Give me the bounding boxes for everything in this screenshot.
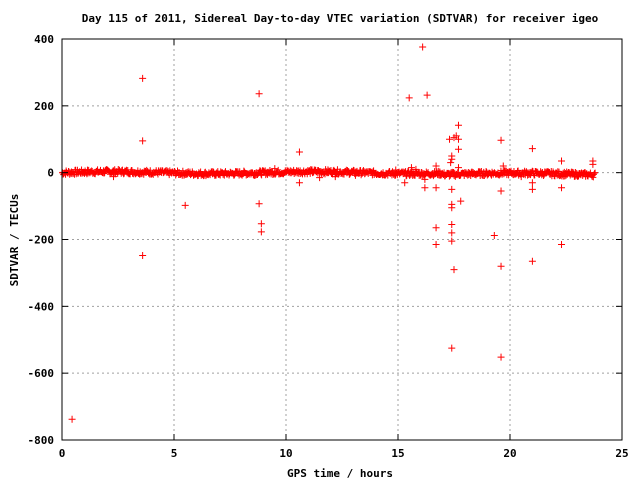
data-point-1	[139, 74, 147, 82]
y-tick-label-2: -400	[28, 300, 55, 313]
data-point-22	[447, 159, 455, 167]
band-point-476	[340, 171, 347, 178]
data-point-51	[558, 184, 566, 192]
grid-lines	[62, 39, 622, 440]
data-point-28	[448, 220, 456, 228]
data-point-62	[271, 165, 279, 173]
data-point-52	[558, 241, 566, 249]
data-point-31	[448, 344, 456, 352]
band-point-746	[500, 171, 507, 178]
data-point-38	[454, 164, 462, 172]
data-point-20	[432, 241, 440, 249]
y-tick-label-6: 400	[34, 33, 54, 46]
data-point-33	[450, 266, 458, 274]
data-band	[59, 166, 599, 181]
chart-title: Day 115 of 2011, Sidereal Day-to-day VTE…	[82, 12, 599, 25]
band-point-867	[572, 169, 579, 176]
data-point-48	[528, 185, 536, 193]
data-point-27	[448, 204, 456, 212]
data-point-64	[517, 173, 525, 181]
band-point-72	[101, 169, 108, 176]
x-tick-label-2: 10	[279, 447, 292, 460]
data-point-30	[448, 237, 456, 245]
band-point-458	[330, 167, 337, 174]
data-point-39	[457, 197, 465, 205]
data-point-47	[528, 179, 536, 187]
y-tick-label-3: -200	[28, 234, 55, 247]
data-point-44	[497, 262, 505, 270]
data-point-0	[68, 415, 76, 423]
data-point-4	[181, 201, 189, 209]
axis-ticks: 0 5 10 15 20 25 -800 -600 -400 -200 0 200 400	[28, 33, 629, 460]
data-point-50	[558, 157, 566, 165]
data-point-8	[257, 228, 265, 236]
data-point-58	[110, 173, 118, 181]
band-point-336	[258, 171, 265, 178]
data-point-45	[497, 353, 505, 361]
data-point-14	[423, 91, 431, 99]
x-axis-label: GPS time / hours	[287, 467, 393, 480]
data-point-55	[407, 164, 415, 172]
y-axis-label: SDTVAR / TECUs	[8, 194, 21, 287]
data-point-41	[497, 136, 505, 144]
data-point-56	[412, 165, 420, 173]
data-points	[68, 43, 597, 423]
data-point-46	[528, 145, 536, 153]
x-tick-label-0: 0	[59, 447, 66, 460]
data-point-37	[454, 145, 462, 153]
data-point-11	[401, 179, 409, 187]
data-point-16	[421, 184, 429, 192]
data-point-10	[295, 179, 303, 187]
data-point-3	[139, 252, 147, 260]
data-point-63	[351, 171, 359, 179]
data-point-40	[490, 231, 498, 239]
data-point-36	[454, 135, 462, 143]
band-point-900	[592, 169, 599, 176]
data-point-12	[405, 94, 413, 102]
data-point-9	[295, 148, 303, 156]
data-point-17	[432, 162, 440, 170]
data-point-57	[392, 166, 400, 174]
y-tick-label-0: -800	[28, 434, 55, 447]
data-point-24	[448, 152, 456, 160]
data-point-29	[448, 229, 456, 237]
band-point-897	[590, 174, 597, 181]
data-point-13	[419, 43, 427, 51]
data-point-43	[497, 187, 505, 195]
band-point-459	[330, 166, 337, 173]
y-tick-label-1: -600	[28, 367, 55, 380]
data-point-19	[432, 224, 440, 232]
data-point-7	[257, 220, 265, 228]
data-point-6	[255, 200, 263, 208]
data-point-61	[251, 171, 259, 179]
data-point-42	[499, 162, 507, 170]
band-point-149	[147, 167, 154, 174]
band-point-71	[101, 170, 108, 177]
data-point-18	[432, 184, 440, 192]
data-point-25	[448, 185, 456, 193]
y-tick-label-4: 0	[47, 167, 54, 180]
y-tick-label-5: 200	[34, 100, 54, 113]
x-tick-label-4: 20	[503, 447, 516, 460]
x-tick-label-3: 15	[391, 447, 404, 460]
data-point-15	[421, 175, 429, 183]
data-point-49	[528, 257, 536, 265]
band-point-104	[120, 171, 127, 178]
data-point-59	[316, 174, 324, 182]
data-point-60	[331, 173, 339, 181]
x-tick-label-5: 25	[615, 447, 628, 460]
data-point-5	[255, 90, 263, 98]
data-point-35	[454, 121, 462, 129]
data-point-54	[589, 160, 597, 168]
x-tick-label-1: 5	[171, 447, 178, 460]
data-point-21	[446, 135, 454, 143]
band-point-365	[275, 166, 282, 173]
band-point-482	[344, 167, 351, 174]
data-point-2	[139, 137, 147, 145]
